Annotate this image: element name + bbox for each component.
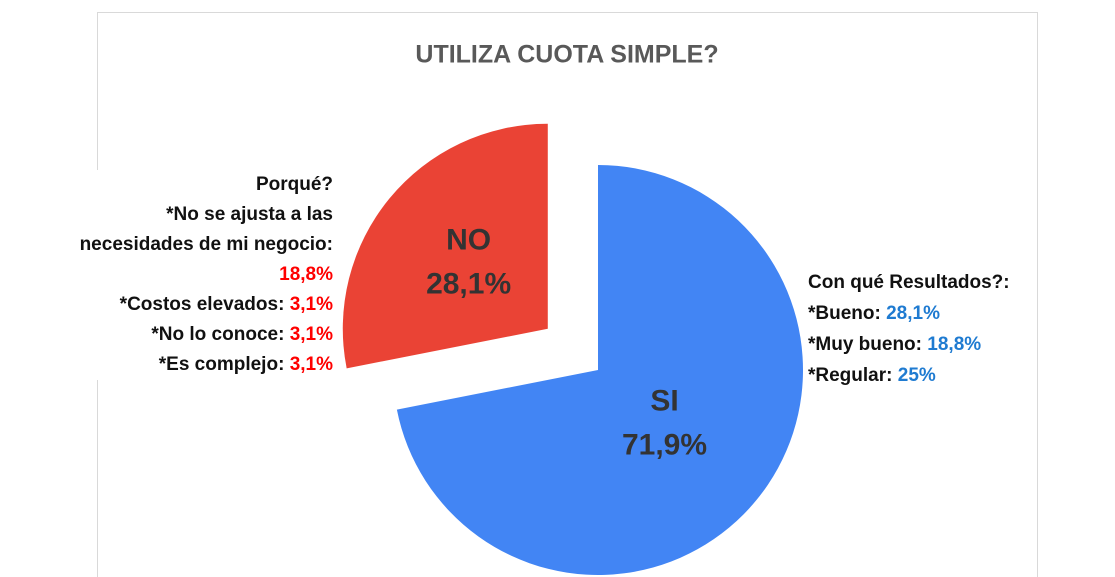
note-item: *Es complejo: 3,1% xyxy=(71,350,333,380)
note-value: 3,1% xyxy=(289,294,333,315)
note-item: *Muy bueno: 18,8% xyxy=(808,329,1010,360)
note-value: 18,8% xyxy=(927,334,982,355)
right-note: Con qué Resultados?: *Bueno: 28,1% *Muy … xyxy=(808,267,1016,391)
note-value: 28,1% xyxy=(886,303,940,324)
note-label: *Costos elevados: xyxy=(119,294,285,315)
note-item: *Regular: 25% xyxy=(808,360,1010,391)
note-value: 3,1% xyxy=(289,354,333,375)
slice-value-label: 71,9% xyxy=(622,429,707,462)
note-heading: Porqué? xyxy=(255,174,333,195)
chart-title: UTILIZA CUOTA SIMPLE? xyxy=(415,41,718,69)
note-item: *No se ajusta a las necesidades de mi ne… xyxy=(71,200,333,290)
note-label: *Es complejo: xyxy=(158,354,285,375)
note-label: *No lo conoce: xyxy=(151,324,285,345)
slice-category: NO xyxy=(446,224,491,257)
note-value: 25% xyxy=(897,365,936,386)
note-label: *Bueno: xyxy=(808,303,881,324)
note-label: *No se ajusta a las necesidades de mi ne… xyxy=(79,204,333,255)
note-value: 3,1% xyxy=(289,324,333,345)
note-label: *Regular: xyxy=(808,365,893,386)
note-item: *Bueno: 28,1% xyxy=(808,298,1010,329)
note-heading: Con qué Resultados?: xyxy=(808,272,1010,293)
slice-category: SI xyxy=(650,385,678,418)
note-item: *Costos elevados: 3,1% xyxy=(71,290,333,320)
note-value: 18,8% xyxy=(279,264,333,285)
pie-slice xyxy=(396,165,803,575)
pie-slice xyxy=(342,123,548,369)
note-item: *No lo conoce: 3,1% xyxy=(71,320,333,350)
note-label: *Muy bueno: xyxy=(808,334,922,355)
left-note: Porqué? *No se ajusta a las necesidades … xyxy=(71,170,333,380)
slice-value-label: 28,1% xyxy=(426,268,511,301)
